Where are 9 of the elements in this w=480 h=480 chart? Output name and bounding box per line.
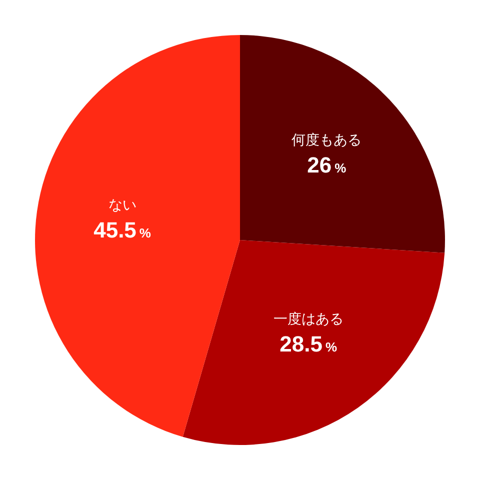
data-label: 28.5%: [280, 331, 338, 356]
data-label: 45.5%: [94, 217, 152, 242]
pie-slice: [240, 35, 445, 253]
slice-label: 一度はある: [273, 311, 344, 328]
pie-slice: [182, 240, 445, 445]
slice-label: 何度もある: [292, 132, 362, 149]
data-label: 26%: [307, 152, 347, 178]
slice-label: ない: [108, 197, 136, 214]
pie-slice: [35, 35, 240, 437]
